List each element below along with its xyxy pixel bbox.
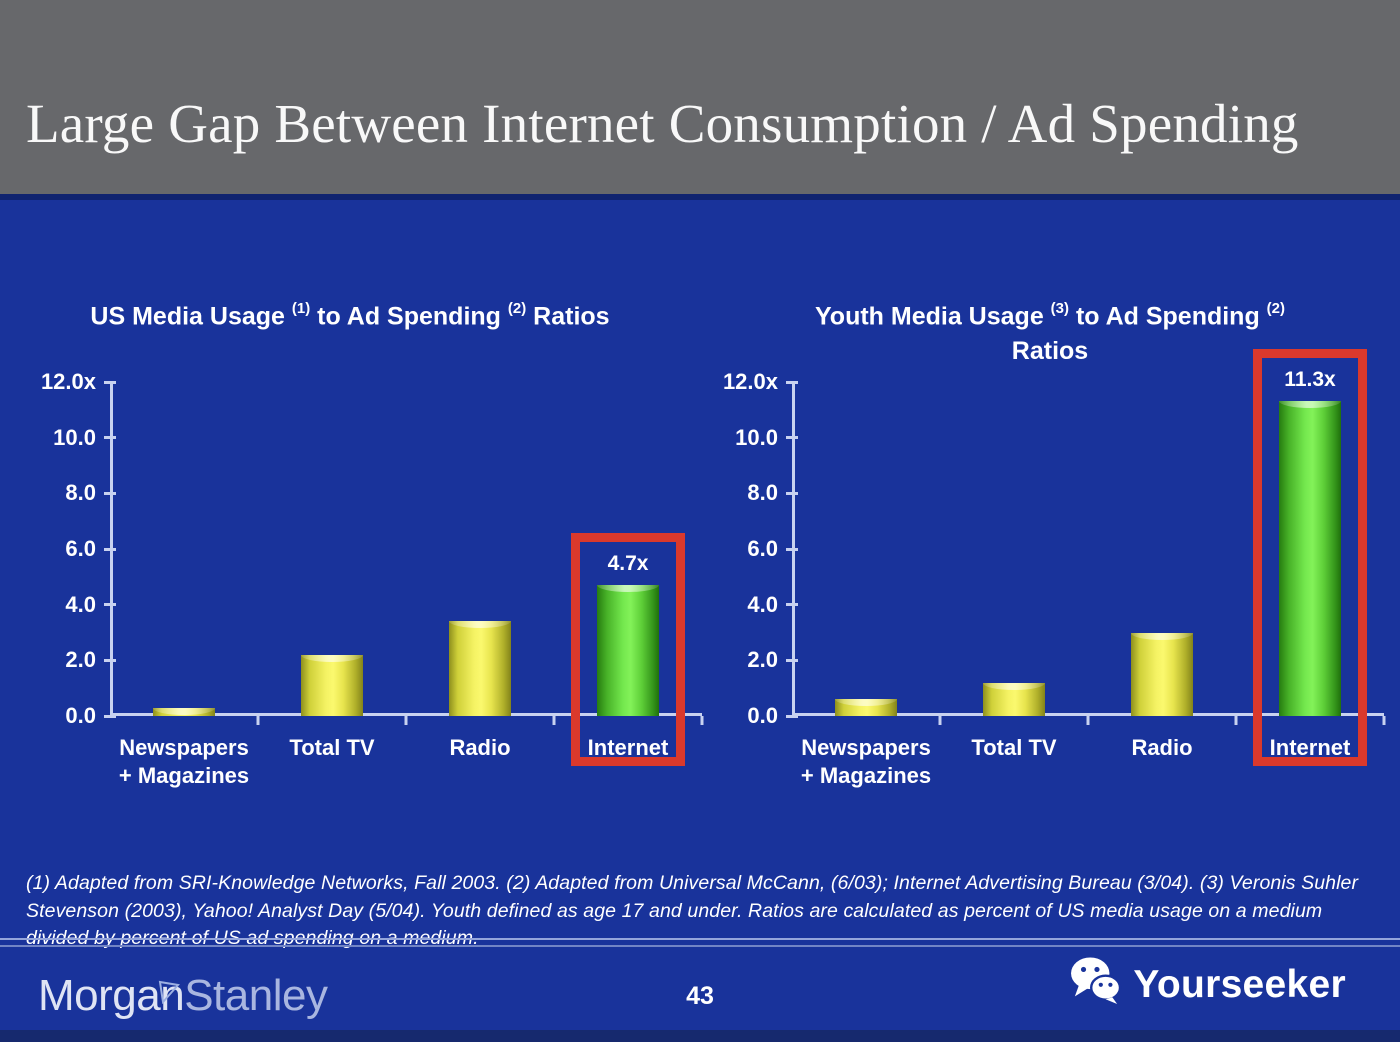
y-tick: 4.0 [0, 592, 116, 618]
y-tick: 8.0 [0, 480, 116, 506]
x-category-label: Radio [449, 735, 511, 760]
bar-total-tv [983, 682, 1045, 716]
bar-value-label: 11.3x [1284, 368, 1336, 392]
morgan-stanley-logo: MorganStanley [38, 971, 328, 1020]
wechat-icon [1069, 956, 1123, 1014]
x-category-label: Total TV [971, 735, 1057, 760]
bar-internet: 11.3x [1279, 368, 1341, 716]
bottom-strip [0, 1030, 1400, 1042]
y-tick: 0.0 [0, 703, 116, 729]
bar-radio [449, 621, 511, 716]
brand-morgan: Morgan [38, 971, 185, 1020]
slide-header: Large Gap Between Internet Consumption /… [0, 0, 1400, 200]
y-tick: 8.0 [676, 480, 798, 506]
x-tick [256, 716, 260, 725]
y-tick: 2.0 [676, 647, 798, 673]
x-category-label: Internet [587, 735, 669, 760]
bars-area: Newspapers + Magazines Total TV Radio 11.3x… [792, 368, 1386, 788]
x-category-label: Total TV [289, 735, 375, 760]
page-number: 43 [686, 982, 714, 1010]
x-tick [1382, 716, 1386, 725]
brand-stanley: Stanley [184, 971, 328, 1020]
bar-total-tv [301, 654, 363, 716]
x-tick [404, 716, 408, 725]
chart-us-media-usage-ratios: US Media Usage (1) to Ad Spending (2) Ra… [0, 280, 704, 840]
bar-radio [1131, 632, 1193, 716]
x-category-label: Newspapers + Magazines [118, 735, 250, 788]
chart-title: Youth Media Usage (3) to Ad Spending (2)… [814, 300, 1286, 366]
x-category-label: Newspapers + Magazines [800, 735, 932, 788]
y-tick: 6.0 [0, 536, 116, 562]
x-tick [1086, 716, 1090, 725]
x-tick [938, 716, 942, 725]
y-tick: 12.0x [676, 369, 798, 395]
chart-plot: 12.0x 10.0 8.0 6.0 4.0 2.0 0.0 Newspapers + Mag… [723, 349, 1386, 788]
y-tick: 10.0 [0, 425, 116, 451]
bar-value-label: 4.7x [607, 552, 649, 576]
y-axis-ticks: 12.0x 10.0 8.0 6.0 4.0 2.0 0.0 [676, 369, 798, 728]
axis-frame [792, 382, 1384, 716]
bar-internet: 4.7x [597, 552, 659, 716]
axis-frame [110, 382, 702, 716]
y-axis-ticks: 12.0x 10.0 8.0 6.0 4.0 2.0 0.0 [0, 369, 116, 728]
footnote: (1) Adapted from SRI-Knowledge Networks,… [26, 872, 1359, 949]
morgan-stanley-triangle-icon [158, 966, 180, 1005]
footer-divider [0, 938, 1400, 947]
y-tick: 4.0 [676, 592, 798, 618]
bar-newspapers [153, 707, 215, 716]
bar-newspapers [835, 699, 897, 716]
bars-area: Newspapers + Magazines Total TV Radio 4.7x I… [110, 382, 704, 788]
watermark-text: Yourseeker [1133, 963, 1346, 1006]
chart-title: US Media Usage (1) to Ad Spending (2) Ra… [90, 300, 610, 331]
yourseeker-watermark: Yourseeker [1069, 956, 1346, 1014]
x-tick [552, 716, 556, 725]
y-tick: 2.0 [0, 647, 116, 673]
y-tick: 6.0 [676, 536, 798, 562]
y-tick: 10.0 [676, 425, 798, 451]
x-category-label: Internet [1269, 735, 1351, 760]
chart-plot: 12.0x 10.0 8.0 6.0 4.0 2.0 0.0 Newspapers + Mag… [41, 369, 704, 788]
slide-title: Large Gap Between Internet Consumption /… [26, 93, 1299, 154]
x-tick [1234, 716, 1238, 725]
x-category-label: Radio [1131, 735, 1193, 760]
chart-youth-media-usage-ratios: Youth Media Usage (3) to Ad Spending (2)… [700, 280, 1400, 840]
y-tick: 0.0 [676, 703, 798, 729]
y-tick: 12.0x [0, 369, 116, 395]
